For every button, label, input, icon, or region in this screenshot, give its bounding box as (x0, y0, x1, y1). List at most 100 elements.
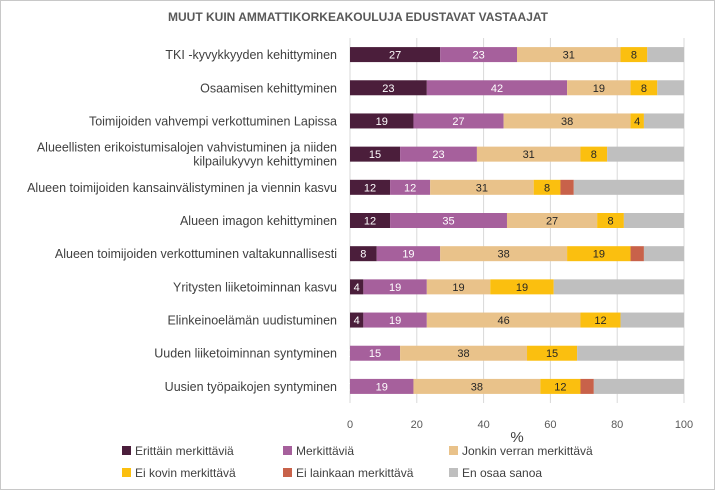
legend-label: Jonkin verran merkittävä (462, 444, 593, 458)
x-tick-label: 80 (611, 419, 623, 431)
bar-segment (476, 146, 581, 162)
bar-segment (490, 279, 554, 295)
data-label: 35 (442, 216, 454, 228)
data-label: 15 (369, 149, 381, 161)
bar-segment (426, 279, 491, 295)
chart-title: MUUT KUIN AMMATTIKORKEAKOULUJA EDUSTAVAT… (168, 10, 549, 24)
x-tick-label: 100 (675, 419, 693, 431)
legend-swatch (283, 468, 292, 477)
bar-segment (440, 47, 517, 63)
bar-segment (506, 213, 598, 228)
data-label: 19 (402, 249, 414, 261)
bar-segment (350, 179, 391, 195)
data-label: 12 (554, 381, 566, 393)
bar-segment (400, 345, 528, 361)
category-label: Alueellisten erikoistumisalojen vahvistu… (37, 141, 337, 155)
category-label: Alueen toimijoiden kansainvälistyminen j… (27, 181, 337, 195)
data-label: 31 (476, 182, 488, 194)
data-label: 8 (360, 249, 366, 261)
bar-segment (363, 312, 427, 328)
category-label: Uuden liiketoiminnan syntyminen (154, 347, 337, 361)
data-label: 27 (546, 216, 558, 228)
data-label: 4 (634, 116, 640, 128)
bar-segment (630, 246, 644, 262)
bar-segment (350, 47, 441, 63)
x-axis-label: % (510, 429, 523, 446)
x-tick-labels: 0 20 40 60 80 100 (347, 419, 693, 431)
bar-segment (350, 378, 414, 394)
bar-segment (643, 246, 684, 262)
data-label: 15 (369, 348, 381, 360)
bar-segment (567, 80, 631, 96)
bar-segment (390, 179, 431, 195)
data-label: 19 (593, 83, 605, 95)
bar-segment (567, 246, 631, 262)
data-label: 27 (452, 116, 464, 128)
category-label: Toimijoiden vahvempi verkottuminen Lapis… (89, 114, 337, 128)
category-label: Yritysten liiketoiminnan kasvu (173, 280, 337, 294)
bar-segment (440, 246, 568, 262)
bar-segment (620, 312, 684, 328)
category-label: Osaamisen kehittyminen (200, 81, 337, 95)
data-label: 12 (364, 216, 376, 228)
data-label: 19 (389, 315, 401, 327)
bar-segment (553, 279, 684, 295)
legend-label: Erittäin merkittäviä (135, 444, 234, 458)
bar-segment (350, 113, 414, 129)
bar-segment (426, 312, 581, 328)
x-tick-label: 20 (411, 419, 423, 431)
bar-segment (620, 47, 648, 63)
bar-segment (623, 213, 684, 228)
legend-swatch (449, 468, 458, 477)
bar-segment (426, 80, 568, 96)
bar-segment (350, 312, 364, 328)
data-label: 31 (563, 50, 575, 62)
data-label: 12 (594, 315, 606, 327)
bar-segment (390, 213, 507, 228)
legend-swatch (283, 446, 292, 455)
bar-segment (593, 378, 684, 394)
bar-segment (630, 80, 658, 96)
bar-segment (577, 345, 684, 361)
data-label: 23 (382, 83, 394, 95)
data-label: 19 (376, 116, 388, 128)
bar-segment (350, 279, 364, 295)
bar-segment (430, 179, 534, 195)
legend: Erittäin merkittäviä Merkittäviä Jonkin ve… (122, 444, 593, 480)
category-label: TKI -kyvykkyyden kehittyminen (165, 48, 337, 62)
x-tick-label: 40 (477, 419, 489, 431)
bars: 27 23 31 8 23 42 19 8 19 27 38 4 15 23 31 8 12 12 31 8 12 35 2… (347, 47, 684, 394)
data-label: 8 (641, 83, 647, 95)
bar-segment (503, 113, 631, 129)
data-label: 38 (457, 348, 469, 360)
category-labels: TKI -kyvykkyyden kehittyminen Osaamisen k… (27, 48, 337, 394)
bar-segment (363, 279, 427, 295)
data-label: 8 (631, 50, 637, 62)
bar-segment (597, 213, 624, 228)
legend-label: Merkittäviä (296, 444, 354, 458)
legend-swatch (122, 468, 131, 477)
bar-segment (350, 246, 377, 262)
bar-segment (580, 146, 608, 162)
bar-segment (517, 47, 621, 63)
data-label: 23 (432, 149, 444, 161)
legend-swatch (449, 446, 458, 455)
bar-segment (643, 113, 684, 129)
legend-label: En osaa sanoa (462, 466, 542, 480)
bar-segment (540, 378, 581, 394)
data-label: 38 (498, 249, 510, 261)
bar-segment (413, 378, 541, 394)
bar-segment (350, 80, 427, 96)
data-label: 19 (389, 282, 401, 294)
data-label: 12 (404, 182, 416, 194)
bar-segment (647, 47, 684, 63)
bar-segment (580, 312, 621, 328)
legend-label: Ei lainkaan merkittävä (296, 466, 414, 480)
data-label: 4 (354, 315, 360, 327)
data-label: 19 (452, 282, 464, 294)
category-label: Alueen imagon kehittyminen (180, 214, 337, 228)
bar-segment (533, 179, 561, 195)
bar-segment (527, 345, 578, 361)
